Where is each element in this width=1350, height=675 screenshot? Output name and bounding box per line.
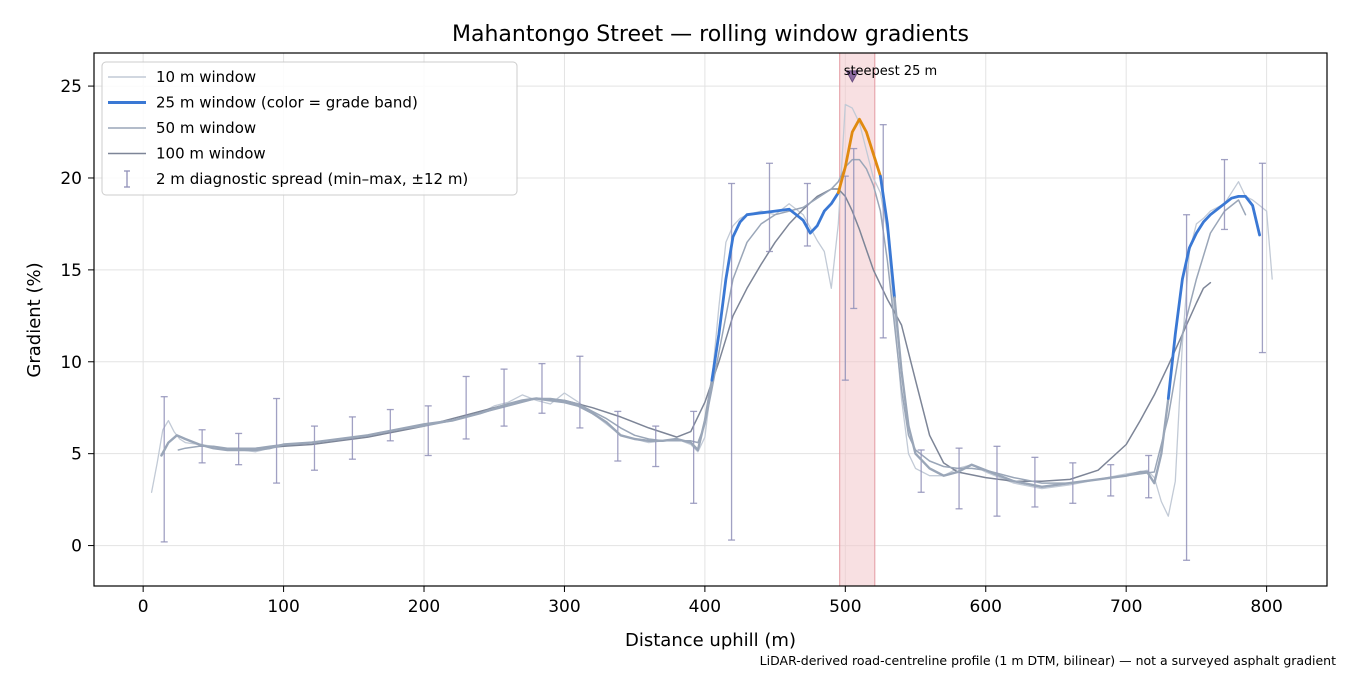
legend: 10 m window 25 m window (color = grade ba… [101, 61, 518, 196]
x-tick-label: 800 [1250, 597, 1282, 617]
x-tick-label: 600 [970, 597, 1002, 617]
x-tick-label: 700 [1110, 597, 1142, 617]
legend-box [101, 61, 518, 196]
y-tick-label: 15 [60, 261, 82, 281]
y-tick-label: 25 [60, 77, 82, 97]
x-tick-label: 200 [408, 597, 440, 617]
y-tick-label: 10 [60, 353, 82, 373]
x-tick-label: 400 [689, 597, 721, 617]
legend-label: 100 m window [156, 145, 266, 163]
footnote: LiDAR-derived road-centreline profile (1… [760, 653, 1336, 668]
y-tick-label: 0 [71, 537, 82, 557]
axes-frame [93, 52, 1328, 587]
legend-label: 2 m diagnostic spread (min–max, ±12 m) [156, 170, 468, 188]
series-line-25m-segment [160, 379, 714, 457]
x-axis-label: Distance uphill (m) [625, 630, 796, 651]
y-tick-label: 20 [60, 169, 82, 189]
x-tick-label: 0 [138, 597, 149, 617]
steepest-marker [845, 70, 860, 83]
plot-area: steepest 25 m 0 100 200 300 400 500 600 700 800 0 5… [60, 52, 1328, 617]
x-tick-label: 500 [829, 597, 861, 617]
x-tick-label: 300 [548, 597, 580, 617]
series-line-25m-segment [879, 174, 896, 299]
series-group [150, 103, 1273, 561]
y-axis-label: Gradient (%) [24, 262, 45, 377]
series-line-25m-segment [893, 296, 1170, 488]
series-line-25m-segment [1166, 194, 1261, 400]
legend-label: 25 m window (color = grade band) [156, 94, 418, 112]
series-line-25m-segment [710, 191, 840, 382]
legend-label: 10 m window [156, 68, 256, 86]
chart-title: Mahantongo Street — rolling window gradi… [452, 22, 969, 47]
steepest-annotation: steepest 25 m [844, 64, 937, 79]
y-tick-label: 5 [71, 445, 82, 465]
x-tick-label: 100 [267, 597, 299, 617]
series-line-25m-segment [836, 117, 882, 195]
legend-label: 50 m window [156, 119, 256, 137]
